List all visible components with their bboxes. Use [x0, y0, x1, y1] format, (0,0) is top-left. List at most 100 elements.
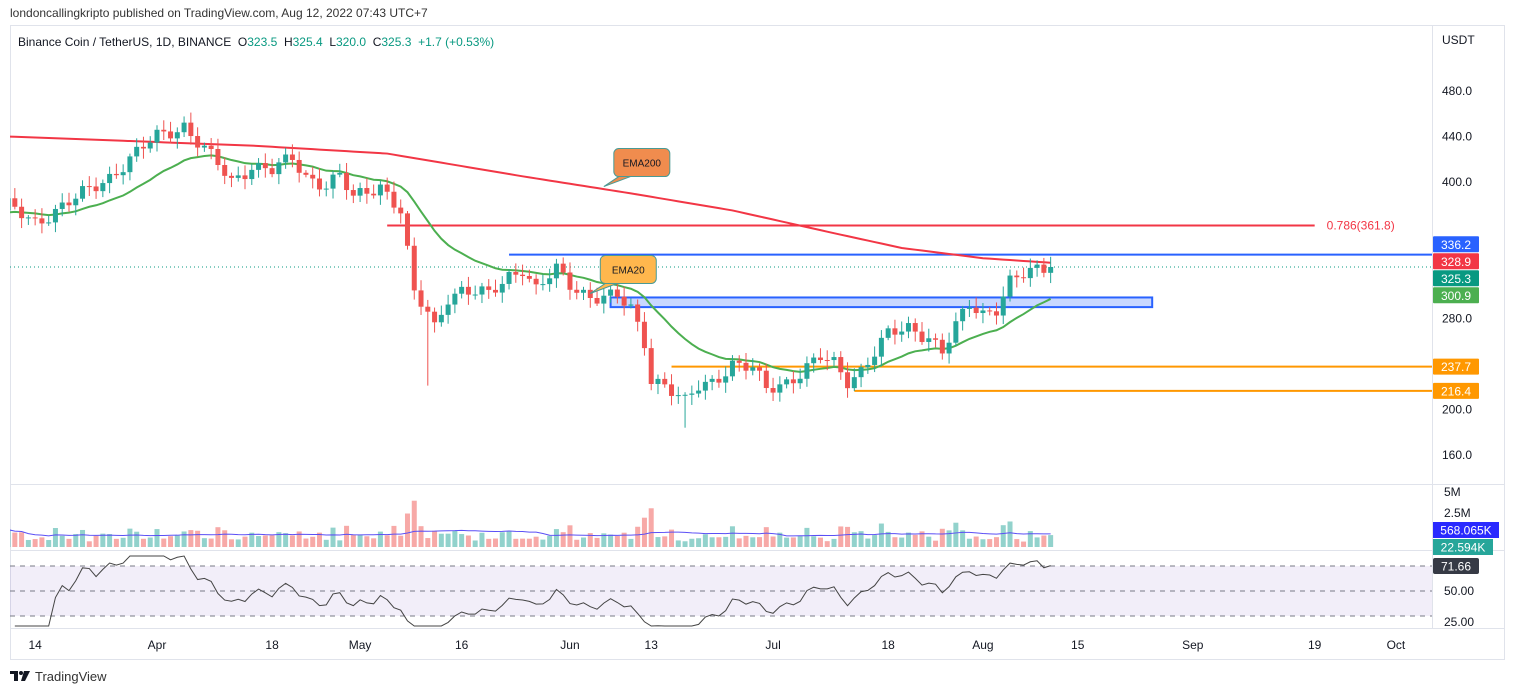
- volume-bar: [520, 538, 526, 547]
- volume-bar: [770, 536, 776, 547]
- candle-body: [215, 149, 221, 165]
- volume-bar: [905, 532, 911, 547]
- volume-bar: [804, 527, 810, 547]
- volume-bar: [797, 535, 803, 547]
- candle-body: [980, 310, 986, 314]
- tradingview-brand[interactable]: TradingView: [10, 669, 107, 684]
- rsi-tick: 25.00: [1444, 615, 1474, 629]
- candle-body: [912, 323, 918, 332]
- volume-bar: [993, 537, 999, 547]
- candle-body: [86, 186, 92, 188]
- candle-body: [966, 307, 972, 309]
- volume-bar: [262, 535, 268, 547]
- volume-bar: [147, 537, 153, 547]
- candle-body: [323, 188, 329, 190]
- candle-body: [493, 289, 498, 293]
- volume-bar: [242, 536, 248, 547]
- candle-body: [93, 186, 99, 192]
- candle-body: [25, 217, 31, 219]
- candle-body: [296, 159, 302, 173]
- candle-body: [831, 357, 837, 361]
- candle-body: [574, 289, 580, 293]
- candle-body: [384, 184, 390, 192]
- volume-bar: [411, 500, 417, 547]
- candle-body: [276, 162, 282, 175]
- candle-body: [303, 172, 309, 175]
- candle-body: [933, 338, 939, 340]
- candle-body: [32, 217, 38, 219]
- volume-bar: [777, 532, 783, 547]
- candle-body: [1000, 296, 1006, 316]
- volume-bar: [675, 540, 681, 547]
- candle-body: [486, 286, 492, 290]
- volume-bar: [763, 527, 769, 547]
- volume-bar: [215, 527, 221, 547]
- candle-body: [723, 376, 729, 383]
- main-pane: 0.786(361.8) EMA200 EMA20: [10, 112, 1432, 428]
- volume-bar: [946, 530, 952, 547]
- volume-bar: [702, 534, 708, 547]
- price-label-badge: [1433, 253, 1479, 270]
- candle-body: [289, 154, 295, 160]
- level-label: 0.786(361.8): [1327, 218, 1395, 232]
- candle-body: [147, 142, 153, 149]
- volume-bar: [350, 534, 356, 547]
- close-value: 325.3: [381, 35, 412, 49]
- candle-body: [404, 213, 410, 246]
- open-label: O: [237, 35, 248, 49]
- candle-body: [350, 190, 356, 196]
- publisher-line: londoncallingkripto published on Trading…: [10, 6, 428, 20]
- price-label-text: 216.4: [1441, 384, 1471, 398]
- volume-bar: [418, 526, 424, 547]
- candle-body: [59, 202, 65, 209]
- price-label-badge: [1433, 358, 1479, 375]
- volume-bar: [533, 536, 539, 547]
- candle-body: [919, 331, 925, 342]
- candle-body: [689, 393, 695, 395]
- candle-body: [195, 136, 201, 148]
- candle-body: [472, 294, 478, 296]
- candle-body: [953, 321, 959, 343]
- candle-body: [581, 289, 587, 293]
- volume-bar: [134, 531, 140, 547]
- time-tick: 18: [881, 638, 895, 652]
- volume-bar: [174, 535, 180, 547]
- volume-bar: [296, 531, 302, 547]
- volume-bar: [851, 532, 857, 547]
- callout-box: [599, 254, 657, 284]
- time-tick: Jun: [560, 638, 579, 652]
- candle-body: [445, 304, 451, 315]
- candle-body: [377, 184, 383, 196]
- volume-bar: [601, 533, 607, 547]
- volume-bar: [628, 538, 634, 547]
- volume-bar: [493, 538, 498, 547]
- volume-bar: [107, 534, 113, 547]
- volume-bar: [790, 537, 796, 547]
- candle-body: [1034, 264, 1040, 268]
- volume-bar: [567, 525, 573, 547]
- volume-bar: [581, 537, 587, 547]
- time-tick: Apr: [148, 638, 167, 652]
- time-tick: 13: [645, 638, 659, 652]
- candle-body: [310, 174, 316, 179]
- volume-bar: [59, 535, 65, 547]
- volume-bar: [73, 534, 79, 547]
- candle-body: [567, 272, 573, 290]
- candle-body: [614, 289, 620, 297]
- volume-bar: [689, 538, 695, 547]
- volume-bar: [506, 530, 512, 547]
- volume-bar: [445, 533, 451, 547]
- candle-body: [256, 163, 262, 170]
- candle-body: [675, 395, 681, 397]
- volume-bar: [228, 539, 234, 547]
- candle-body: [506, 271, 512, 284]
- volume-bar: [32, 539, 38, 547]
- brand-name: TradingView: [35, 669, 107, 684]
- volume-bar: [547, 535, 553, 547]
- volume-bar: [540, 539, 546, 547]
- volume-bar: [865, 538, 871, 547]
- volume-bar: [127, 528, 133, 547]
- candle-body: [709, 378, 715, 382]
- symbol-name: Binance Coin / TetherUS, 1D, BINANCE: [18, 35, 232, 49]
